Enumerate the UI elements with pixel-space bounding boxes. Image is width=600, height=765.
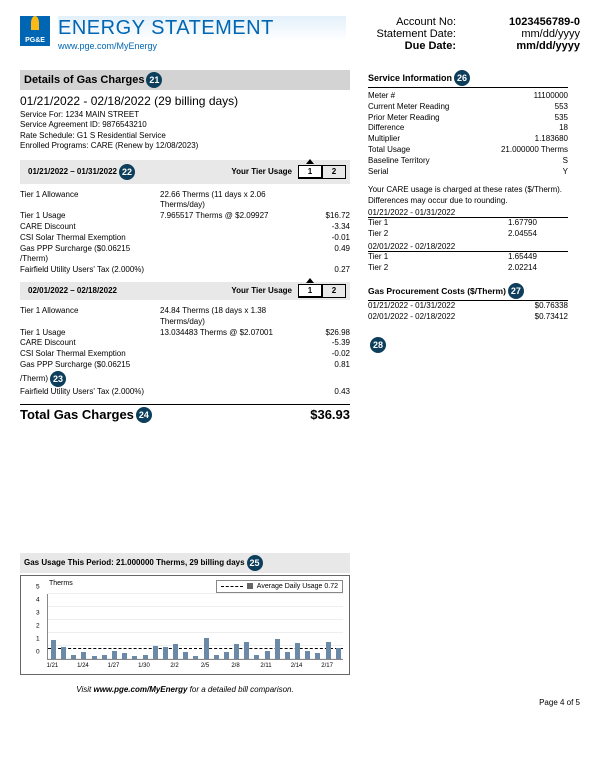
page-title: ENERGY STATEMENT <box>58 16 346 41</box>
tier-box-2: 2 <box>322 165 346 179</box>
proc-row: 01/21/2022 - 01/31/2022$0.76338 <box>368 301 568 312</box>
stmt-date-label: Statement Date: <box>346 28 456 40</box>
callout-23: 23 <box>50 371 66 387</box>
account-block: Account No: 1023456789-0 Statement Date: m… <box>346 16 580 52</box>
footer-note: Visit www.pge.com/MyEnergy for a detaile… <box>20 685 350 694</box>
due-date-label: Due Date: <box>346 40 456 52</box>
charge-row: Gas PPP Surcharge ($0.06215 /Therm)0.49 <box>20 244 350 266</box>
callout-25: 25 <box>247 555 263 571</box>
callout-27: 27 <box>508 283 524 299</box>
charge-row: Tier 1 Allowance22.66 Therms (11 days x … <box>20 190 350 212</box>
total-row: Total Gas Charges24 $36.93 <box>20 404 350 423</box>
rate-tier-row: Tier 11.65449 <box>368 252 568 263</box>
service-info-row: Prior Meter Reading535 <box>368 113 568 124</box>
service-info-rows: Meter #11100000Current Meter Reading553P… <box>368 91 568 177</box>
period1-header: 01/21/2022 – 01/31/202222 Your Tier Usag… <box>20 160 350 184</box>
proc-rows: 01/21/2022 - 01/31/2022$0.7633802/01/202… <box>368 301 568 323</box>
period2-charges: Tier 1 Allowance24.84 Therms (18 days x … <box>20 306 350 398</box>
rate-tier-row: Tier 11.67790 <box>368 218 568 229</box>
charge-row: CSI Solar Thermal Exemption-0.01 <box>20 233 350 244</box>
tier-box-1b: 1 <box>298 284 322 298</box>
rate-tier-row: Tier 22.02214 <box>368 263 568 274</box>
callout-22: 22 <box>119 164 135 180</box>
charge-row: Fairfield Utility Users' Tax (2.000%)0.4… <box>20 387 350 398</box>
service-info-row: SerialY <box>368 167 568 178</box>
service-info-row: Meter #11100000 <box>368 91 568 102</box>
service-lines: Service For: 1234 MAIN STREET Service Ag… <box>20 110 350 152</box>
charge-row: CARE Discount-3.34 <box>20 222 350 233</box>
period2-header: 02/01/2022 – 02/18/2022 Your Tier Usage … <box>20 282 350 300</box>
page-number: Page 4 of 5 <box>20 698 580 707</box>
header-region: PG&E ENERGY STATEMENT www.pge.com/MyEner… <box>20 16 580 52</box>
charge-row: Fairfield Utility Users' Tax (2.000%)0.2… <box>20 265 350 276</box>
service-info-row: Multiplier1.183680 <box>368 134 568 145</box>
service-info-row: Current Meter Reading553 <box>368 102 568 113</box>
charge-row: Tier 1 Usage7.965517 Therms @ $2.09927$1… <box>20 211 350 222</box>
callout-28: 28 <box>370 337 386 353</box>
charge-row: Tier 1 Usage13.034483 Therms @ $2.07001$… <box>20 328 350 339</box>
period1-charges: Tier 1 Allowance22.66 Therms (11 days x … <box>20 190 350 276</box>
total-amount: $36.93 <box>310 407 350 423</box>
service-info-row: Total Usage21.000000 Therms <box>368 145 568 156</box>
company-logo: PG&E <box>20 16 50 46</box>
callout-21: 21 <box>146 72 162 88</box>
billing-period-line: 01/21/2022 - 02/18/2022 (29 billing days… <box>20 94 350 108</box>
chart-heading: Gas Usage This Period: 21.000000 Therms,… <box>20 553 350 573</box>
tier-box-1: 1 <box>298 165 322 179</box>
gas-charges-heading: Details of Gas Charges 21 <box>20 70 350 90</box>
service-info-heading: Service Information26 <box>368 70 568 88</box>
care-note: Your CARE usage is charged at these rate… <box>368 185 568 206</box>
callout-26: 26 <box>454 70 470 86</box>
charge-row: CSI Solar Thermal Exemption-0.02 <box>20 349 350 360</box>
rate-tier-row: Tier 22.04554 <box>368 229 568 240</box>
proc-row: 02/01/2022 - 02/18/2022$0.73412 <box>368 312 568 323</box>
usage-chart: Therms Average Daily Usage 0.72 0123451/… <box>20 575 350 675</box>
rate-range: 01/21/2022 - 01/31/2022 <box>368 208 568 218</box>
charge-row: Gas PPP Surcharge ($0.06215 /Therm)230.8… <box>20 360 350 387</box>
due-date-value: mm/dd/yyyy <box>480 40 580 52</box>
charge-row: CARE Discount-5.39 <box>20 338 350 349</box>
stmt-date-value: mm/dd/yyyy <box>480 28 580 40</box>
charge-row: Tier 1 Allowance24.84 Therms (18 days x … <box>20 306 350 328</box>
callout-24: 24 <box>136 407 152 423</box>
account-no-value: 1023456789-0 <box>480 16 580 28</box>
rate-blocks: 01/21/2022 - 01/31/2022Tier 11.67790Tier… <box>368 208 568 273</box>
chart-legend: Average Daily Usage 0.72 <box>216 580 343 593</box>
service-info-row: Difference18 <box>368 123 568 134</box>
energy-url-link[interactable]: www.pge.com/MyEnergy <box>58 41 157 51</box>
proc-heading: Gas Procurement Costs ($/Therm)27 <box>368 283 568 301</box>
service-info-row: Baseline TerritoryS <box>368 156 568 167</box>
rate-range: 02/01/2022 - 02/18/2022 <box>368 242 568 252</box>
tier-box-2b: 2 <box>322 284 346 298</box>
account-no-label: Account No: <box>346 16 456 28</box>
